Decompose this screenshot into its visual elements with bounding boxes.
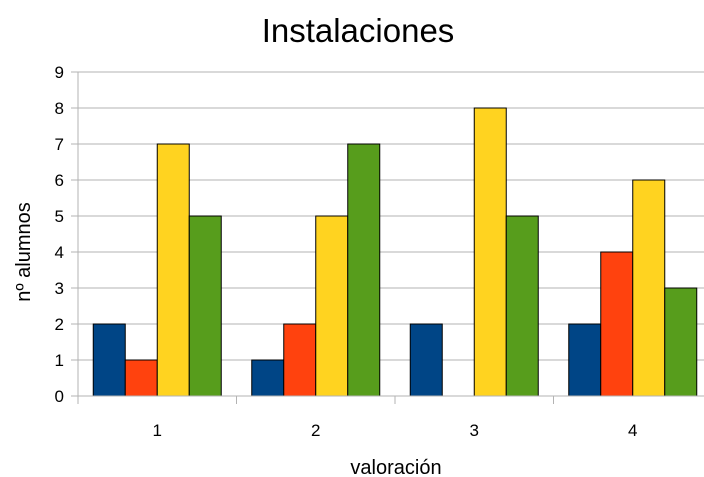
y-tick-label: 3 <box>55 279 64 298</box>
bar <box>251 359 285 397</box>
y-tick-label: 5 <box>55 207 64 226</box>
y-axis-label: nº alumnos <box>13 202 35 302</box>
bar <box>315 215 349 397</box>
bar <box>156 143 190 397</box>
tick-labels: 0 1 2 3 4 5 6 7 8 9 1 2 3 4 <box>55 63 638 440</box>
bar <box>188 215 222 397</box>
x-tick-label: 1 <box>153 421 162 440</box>
bar <box>632 179 666 397</box>
y-tick-label: 7 <box>55 135 64 154</box>
bar <box>283 323 317 397</box>
x-tick-label: 2 <box>311 421 320 440</box>
bar <box>409 323 443 397</box>
y-tick-label: 8 <box>55 99 64 118</box>
x-tick-label: 3 <box>470 421 479 440</box>
bar <box>664 287 698 397</box>
bar <box>505 215 539 397</box>
y-tick-label: 0 <box>55 387 64 406</box>
chart-title: Instalaciones <box>262 12 455 49</box>
x-axis-label: valoración <box>350 457 441 477</box>
bar <box>347 143 381 397</box>
bars <box>92 107 698 397</box>
axes <box>71 71 704 404</box>
x-tick-label: 4 <box>628 421 637 440</box>
bar <box>600 251 634 397</box>
y-tick-label: 1 <box>55 351 64 370</box>
y-tick-label: 9 <box>55 63 64 82</box>
bar <box>568 323 602 397</box>
bar <box>124 359 158 397</box>
bar <box>473 107 507 397</box>
y-tick-label: 2 <box>55 315 64 334</box>
bar <box>92 323 126 397</box>
y-tick-label: 4 <box>55 243 64 262</box>
y-tick-label: 6 <box>55 171 64 190</box>
